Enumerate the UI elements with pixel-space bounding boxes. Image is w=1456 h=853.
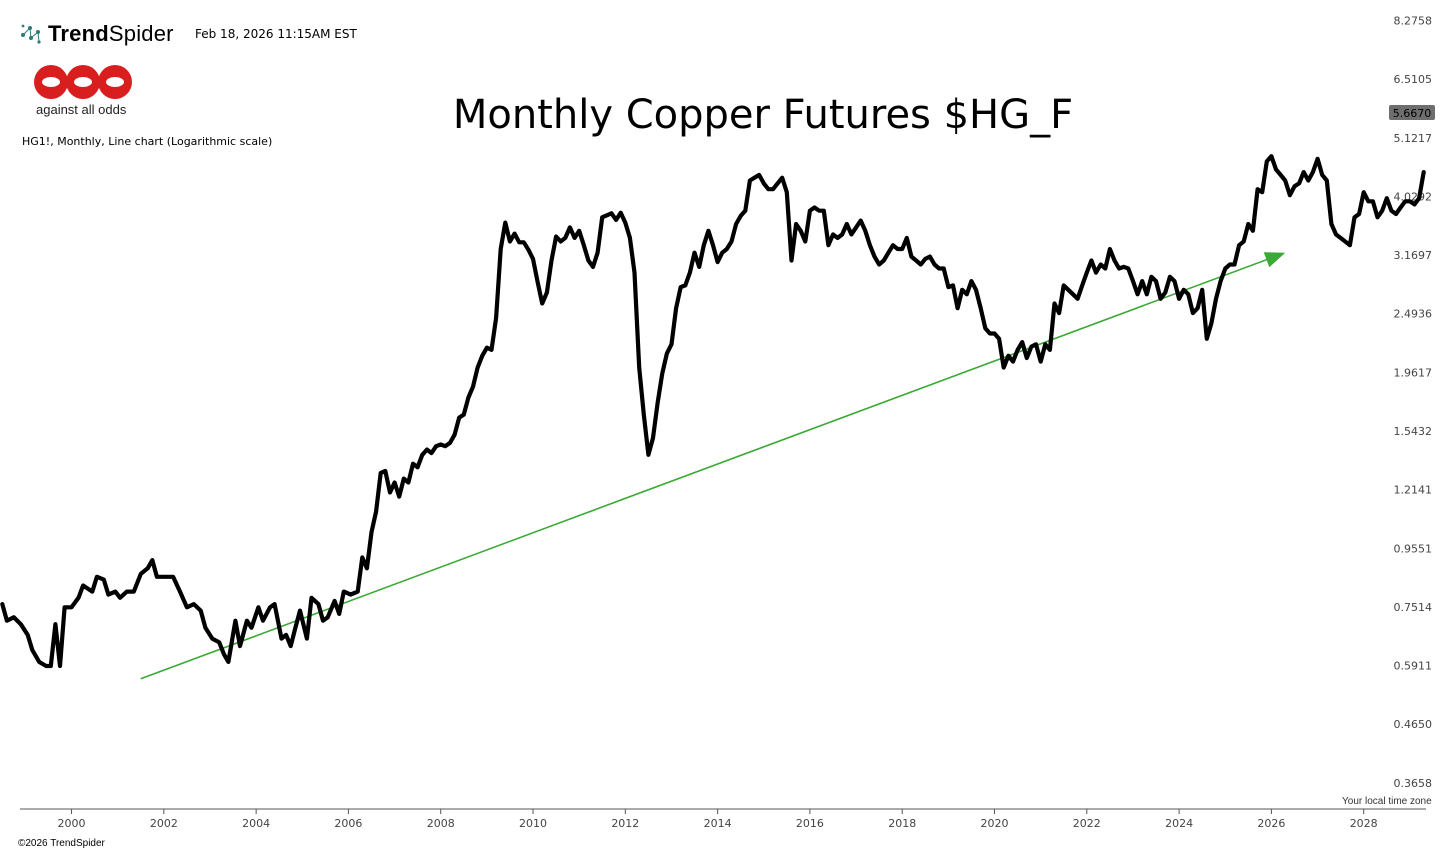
y-tick-label: 0.3658 xyxy=(1394,777,1433,790)
y-tick-label: 1.9617 xyxy=(1394,366,1433,379)
brand-name-bold: Trend xyxy=(48,21,109,46)
x-tick-label: 2004 xyxy=(242,817,270,830)
chart-description: HG1!, Monthly, Line chart (Logarithmic s… xyxy=(22,135,273,148)
y-tick-label: 0.7514 xyxy=(1394,601,1433,614)
y-tick-label: 3.1697 xyxy=(1394,249,1433,262)
x-tick-label: 2026 xyxy=(1257,817,1285,830)
y-tick-label: 0.5911 xyxy=(1394,660,1433,673)
y-tick-label: 4.0292 xyxy=(1394,190,1433,203)
chart-timestamp: Feb 18, 2026 11:15AM EST xyxy=(195,27,357,41)
y-tick-label: 2.4936 xyxy=(1394,308,1433,321)
x-tick-label: 2020 xyxy=(981,817,1009,830)
timezone-label[interactable]: Your local time zone xyxy=(1342,796,1432,807)
x-tick-label: 2006 xyxy=(334,817,362,830)
x-tick-label: 2016 xyxy=(796,817,824,830)
brand-name: TrendSpider xyxy=(48,21,174,47)
x-tick-label: 2010 xyxy=(519,817,547,830)
chart-title: Monthly Copper Futures $HG_F xyxy=(452,92,1074,138)
x-tick-label: 2002 xyxy=(150,817,178,830)
against-all-odds-logo-icon xyxy=(34,65,132,99)
trendspider-logo-icon xyxy=(21,24,41,44)
logo-caption: against all odds xyxy=(36,102,127,117)
y-tick-label: 8.2758 xyxy=(1394,15,1433,28)
x-tick-label: 2018 xyxy=(888,817,916,830)
y-tick-label: 1.5432 xyxy=(1394,425,1433,438)
last-price-label: 5.6670 xyxy=(1393,107,1432,120)
y-tick-label: 6.5105 xyxy=(1394,73,1433,86)
price-series-line xyxy=(0,154,1426,669)
x-tick-label: 2014 xyxy=(704,817,732,830)
y-tick-label: 0.9551 xyxy=(1394,542,1433,555)
copyright: ©2026 TrendSpider xyxy=(18,838,105,849)
trend-arrow-head-icon xyxy=(1263,252,1286,268)
x-tick-label: 2000 xyxy=(58,817,86,830)
y-tick-label: 0.4650 xyxy=(1394,718,1433,731)
x-tick-label: 2024 xyxy=(1165,817,1193,830)
trendspider-brand: TrendSpider xyxy=(18,20,174,48)
last-price-badge xyxy=(1389,105,1435,121)
y-tick-label: 1.2141 xyxy=(1394,484,1433,497)
x-tick-label: 2022 xyxy=(1073,817,1101,830)
x-tick-label: 2008 xyxy=(427,817,455,830)
y-tick-label: 5.1217 xyxy=(1394,132,1433,145)
brand-name-light: Spider xyxy=(108,21,174,46)
x-tick-label: 2028 xyxy=(1350,817,1378,830)
x-tick-label: 2012 xyxy=(611,817,639,830)
